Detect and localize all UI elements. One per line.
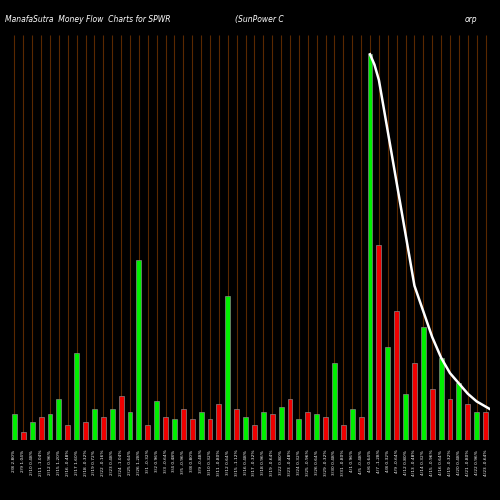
Bar <box>30 422 34 440</box>
Text: orp: orp <box>465 15 477 24</box>
Bar <box>252 424 257 440</box>
Bar <box>350 409 354 440</box>
Bar <box>376 244 382 440</box>
Bar <box>430 388 434 440</box>
Bar <box>456 384 462 440</box>
Bar <box>368 54 372 440</box>
Bar <box>136 260 141 440</box>
Bar <box>198 412 203 440</box>
Text: (SunPower C: (SunPower C <box>235 15 284 24</box>
Bar <box>226 296 230 440</box>
Bar <box>358 417 364 440</box>
Bar <box>314 414 319 440</box>
Bar <box>483 412 488 440</box>
Bar <box>181 409 186 440</box>
Bar <box>74 352 79 440</box>
Bar <box>448 399 452 440</box>
Bar <box>234 409 239 440</box>
Bar <box>163 417 168 440</box>
Bar <box>421 327 426 440</box>
Bar <box>261 412 266 440</box>
Text: ManafaSutra  Money Flow  Charts for SPWR: ManafaSutra Money Flow Charts for SPWR <box>5 15 170 24</box>
Bar <box>38 417 44 440</box>
Bar <box>438 358 444 440</box>
Bar <box>172 420 177 440</box>
Bar <box>56 399 62 440</box>
Bar <box>48 414 52 440</box>
Bar <box>12 414 17 440</box>
Bar <box>208 420 212 440</box>
Bar <box>394 312 399 440</box>
Bar <box>306 412 310 440</box>
Bar <box>118 396 124 440</box>
Bar <box>101 417 106 440</box>
Bar <box>21 432 26 440</box>
Bar <box>403 394 408 440</box>
Bar <box>154 402 159 440</box>
Bar <box>332 363 337 440</box>
Bar <box>128 412 132 440</box>
Bar <box>216 404 222 440</box>
Bar <box>466 404 470 440</box>
Bar <box>296 420 302 440</box>
Bar <box>270 414 274 440</box>
Bar <box>278 406 283 440</box>
Bar <box>66 424 70 440</box>
Bar <box>412 363 417 440</box>
Bar <box>474 412 479 440</box>
Bar <box>110 409 114 440</box>
Bar <box>83 422 88 440</box>
Bar <box>288 399 292 440</box>
Bar <box>341 424 346 440</box>
Bar <box>146 424 150 440</box>
Bar <box>386 348 390 440</box>
Bar <box>190 420 194 440</box>
Bar <box>323 417 328 440</box>
Bar <box>92 409 97 440</box>
Bar <box>243 417 248 440</box>
